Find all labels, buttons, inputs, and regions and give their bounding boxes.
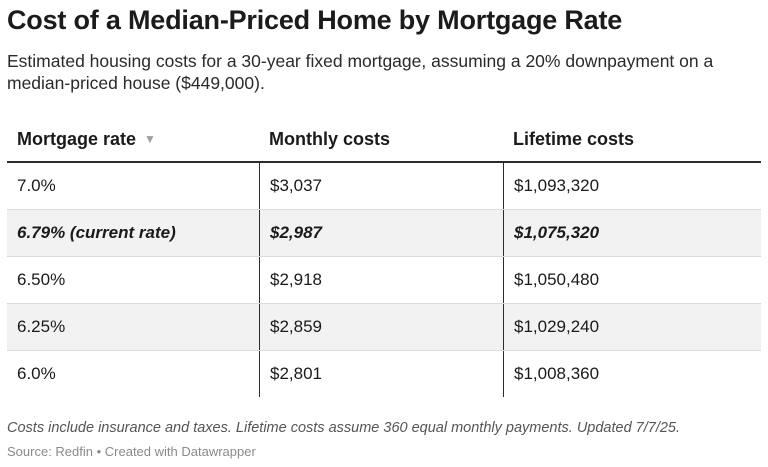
table-row: 6.0% $2,801 $1,008,360 xyxy=(7,351,761,397)
table-body: 7.0% $3,037 $1,093,320 6.79% (current rate)… xyxy=(7,163,761,397)
cell-mortgage-rate: 6.0% xyxy=(17,364,56,383)
table-row: 7.0% $3,037 $1,093,320 xyxy=(7,163,761,210)
column-header-mortgage-rate[interactable]: Mortgage rate ▼ xyxy=(7,117,259,161)
cell-monthly-costs: $2,859 xyxy=(259,304,503,350)
cell-monthly-costs: $2,801 xyxy=(259,351,503,397)
page-title: Cost of a Median-Priced Home by Mortgage… xyxy=(7,5,623,35)
cell-mortgage-rate: 6.50% xyxy=(17,270,66,289)
cell-lifetime-costs: $1,093,320 xyxy=(503,163,761,209)
data-table: Mortgage rate ▼ Monthly costs Lifetime c… xyxy=(7,117,761,397)
table-header: Mortgage rate ▼ Monthly costs Lifetime c… xyxy=(7,117,761,163)
cell-mortgage-rate: 7.0% xyxy=(17,176,56,195)
column-header-label: Mortgage rate xyxy=(17,128,137,149)
column-header-monthly-costs[interactable]: Monthly costs xyxy=(269,128,391,149)
page-subtitle: Estimated housing costs for a 30-year fi… xyxy=(7,51,714,93)
footnote: Costs include insurance and taxes. Lifet… xyxy=(7,420,681,436)
cell-lifetime-costs: $1,008,360 xyxy=(503,351,761,397)
cell-monthly-costs: $2,918 xyxy=(259,257,503,303)
column-header-lifetime-costs[interactable]: Lifetime costs xyxy=(513,128,635,149)
source-credit: Source: Redfin • Created with Datawrappe… xyxy=(7,444,256,459)
cell-lifetime-costs: $1,050,480 xyxy=(503,257,761,303)
table-row: 6.50% $2,918 $1,050,480 xyxy=(7,257,761,304)
cell-lifetime-costs: $1,075,320 xyxy=(503,210,761,256)
sort-down-icon[interactable]: ▼ xyxy=(144,132,156,146)
cell-mortgage-rate: 6.25% xyxy=(17,317,66,336)
table-row: 6.25% $2,859 $1,029,240 xyxy=(7,304,761,351)
cell-mortgage-rate: 6.79% (current rate) xyxy=(17,223,176,242)
table-row-current-rate: 6.79% (current rate) $2,987 $1,075,320 xyxy=(7,210,761,257)
cell-monthly-costs: $3,037 xyxy=(259,163,503,209)
cell-lifetime-costs: $1,029,240 xyxy=(503,304,761,350)
cell-monthly-costs: $2,987 xyxy=(259,210,503,256)
